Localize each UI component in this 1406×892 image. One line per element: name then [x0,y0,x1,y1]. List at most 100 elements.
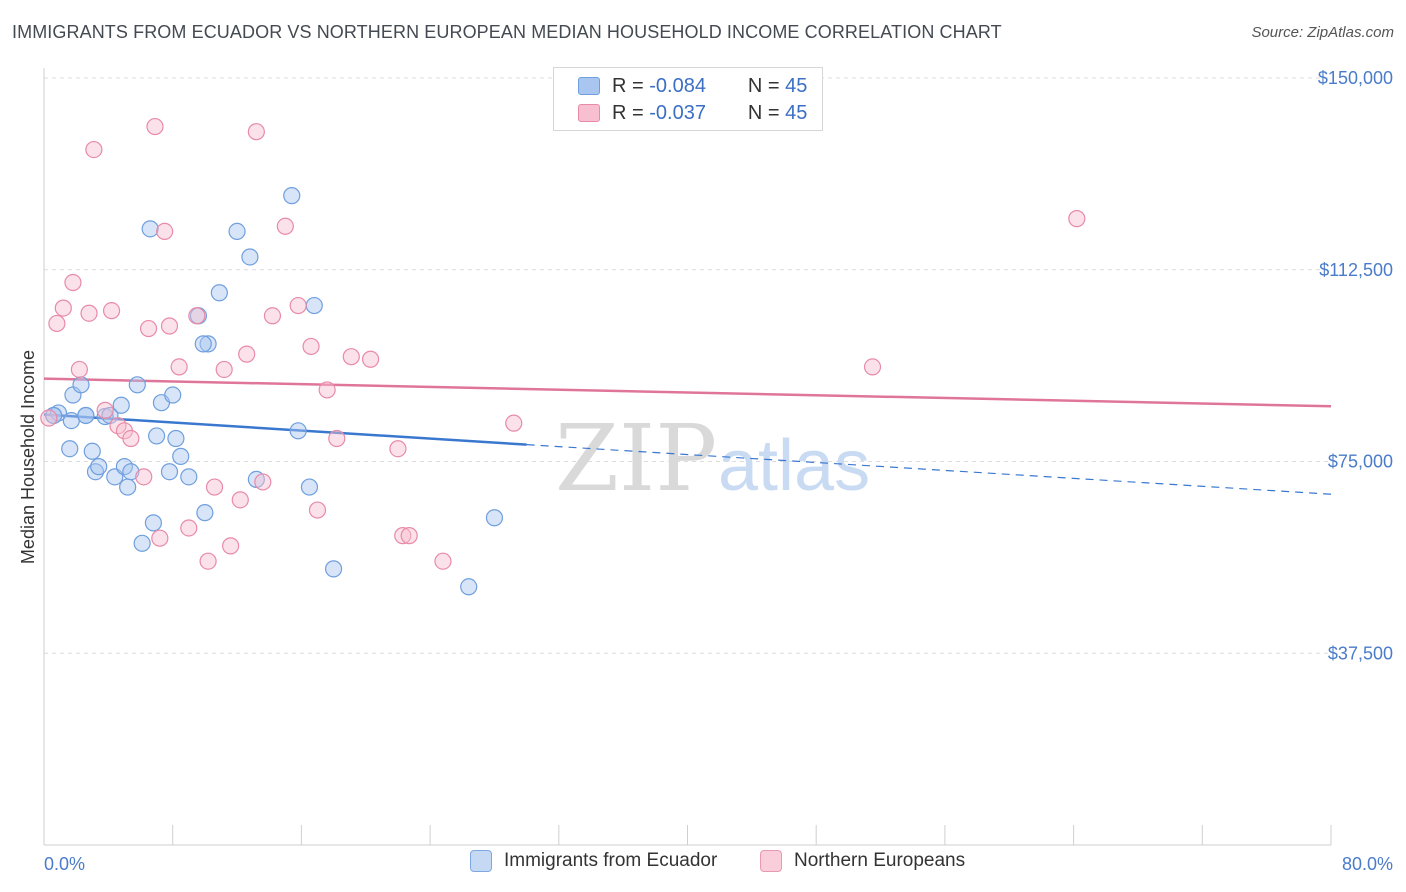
point-s0-13 [112,396,130,414]
legend-r-value: -0.037 [649,101,706,124]
point-s0-5 [72,376,90,394]
point-s1-15 [151,529,169,547]
point-s1-7 [96,401,114,419]
point-s1-37 [361,350,380,368]
y-tick-label-1: $75,000 [1328,452,1393,472]
legend-swatch-northern [578,104,600,122]
bottom-legend-label: Immigrants from Ecuador [504,850,718,871]
point-s1-19 [180,519,198,537]
point-s1-38 [389,440,407,458]
point-s0-39 [460,578,478,596]
legend-n-value: 45 [785,74,808,97]
point-s1-41 [434,552,452,570]
point-s0-2 [61,440,79,458]
watermark: ZIP atlas [555,405,870,512]
point-s0-8 [86,463,105,481]
point-s1-42 [505,414,523,432]
point-s1-2 [54,299,72,317]
point-s1-35 [328,429,346,448]
point-s1-23 [215,360,233,379]
point-s1-14 [146,117,164,136]
point-s0-15 [119,478,137,496]
point-s0-37 [305,296,323,315]
point-s0-34 [283,187,301,205]
y-tick-label-2: $112,500 [1319,260,1393,280]
point-s1-27 [247,123,265,141]
point-s1-11 [122,429,140,448]
point-s0-18 [133,534,151,552]
legend-r-label: R = [612,74,644,97]
point-s0-22 [160,463,179,481]
legend-row-northern: R = -0.037 N = 45 [578,100,807,126]
point-s1-40 [400,527,418,545]
point-s1-8 [102,302,121,320]
point-s0-20 [148,427,166,445]
legend-row-ecuador: R = -0.084 N = 45 [578,73,807,99]
point-s1-20 [188,307,206,325]
bottom-swatch-northern [760,850,782,872]
point-s1-31 [289,296,307,315]
point-s1-24 [222,537,240,555]
point-s1-30 [276,217,294,235]
point-s1-44 [1068,210,1086,228]
point-s1-3 [64,273,82,292]
point-s0-31 [228,222,246,240]
point-s1-26 [238,345,256,363]
point-s0-24 [167,429,185,448]
point-s1-16 [156,222,174,240]
y-tick-label-3: $150,000 [1318,68,1393,88]
point-s0-7 [83,442,101,460]
trend-lines [43,377,1332,495]
point-s1-4 [70,360,88,379]
point-s0-25 [172,447,190,465]
point-s1-28 [254,473,272,491]
point-s1-17 [160,317,179,335]
point-s1-6 [85,140,103,159]
point-s0-23 [164,386,182,404]
x-tick-max: 80.0% [1342,854,1393,874]
point-s1-43 [863,358,882,376]
legend-n-label: N = [747,101,780,124]
data-points [40,117,1086,596]
bottom-swatch-ecuador [470,850,492,872]
point-s0-28 [196,504,214,522]
point-s1-21 [199,552,217,570]
point-s0-19 [144,514,162,532]
point-s0-26 [180,468,198,486]
point-s1-39 [394,527,412,545]
point-s1-32 [302,337,320,356]
point-s0-35 [289,422,307,440]
point-s0-29 [199,335,217,353]
trend-line-1 [43,377,1332,408]
watermark-zip: ZIP [555,405,717,512]
point-s1-13 [139,319,158,338]
correlation-legend: R = -0.084 N = 45 R = -0.037 N = 45 [553,67,823,131]
point-s1-5 [80,304,98,322]
point-s0-44 [45,406,63,425]
point-s1-34 [318,381,336,399]
point-s1-1 [48,314,66,333]
legend-n-value: 45 [785,101,808,124]
point-s1-12 [135,468,153,486]
point-s0-1 [49,404,68,422]
chart-source: Source: ZipAtlas.com [1251,24,1394,41]
point-s1-0 [40,409,58,427]
point-s0-9 [90,458,108,476]
legend-swatch-ecuador [578,77,600,95]
y-tick-label-0: $37,500 [1328,643,1393,663]
point-s0-30 [210,284,228,302]
x-tick-min: 0.0% [44,854,85,874]
legend-r-value: -0.084 [649,74,706,97]
watermark-atlas: atlas [718,426,870,506]
point-s1-33 [308,501,327,519]
y-axis-label: Median Household Income [18,350,38,564]
legend-n-label: N = [747,74,780,97]
point-s1-22 [205,478,224,496]
point-s0-42 [141,220,159,238]
bottom-legend-ecuador: Immigrants from Ecuador [470,850,717,872]
point-s1-29 [263,307,282,325]
point-s0-38 [324,560,343,578]
point-s0-17 [128,376,146,394]
legend-r-label: R = [612,101,644,124]
